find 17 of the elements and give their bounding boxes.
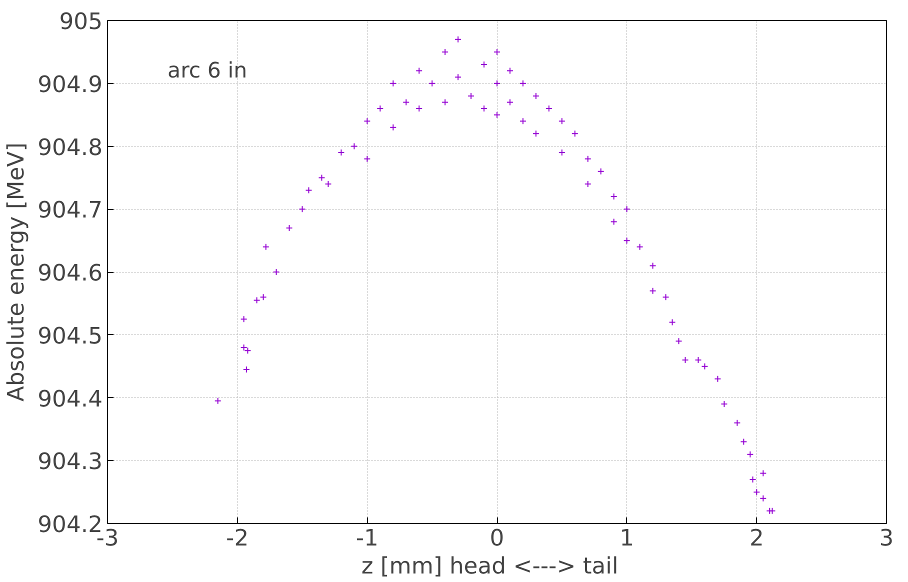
y-tick-label: 904.8 <box>38 134 103 161</box>
y-tick-label: 904.9 <box>38 72 103 98</box>
y-tick-label: 905 <box>59 9 103 35</box>
x-tick-label: 0 <box>490 526 504 552</box>
y-tick-label: 904.7 <box>38 198 103 224</box>
x-tick-label: 3 <box>879 526 894 552</box>
y-axis-title: Absolute energy [MeV] <box>4 142 30 402</box>
x-tick-label: -1 <box>356 526 378 552</box>
annotation: arc 6 in <box>168 58 248 84</box>
x-tick-label: 1 <box>620 526 634 552</box>
y-tick-label: 904.4 <box>38 386 103 412</box>
y-tick-label: 904.6 <box>38 260 103 286</box>
x-tick-label: 2 <box>749 526 764 552</box>
y-tick-label: 904.5 <box>38 323 103 350</box>
x-axis-title: z [mm] head <---> tail <box>361 554 618 580</box>
y-tick-label: 904.3 <box>38 449 103 476</box>
x-tick-label: -2 <box>226 526 249 552</box>
